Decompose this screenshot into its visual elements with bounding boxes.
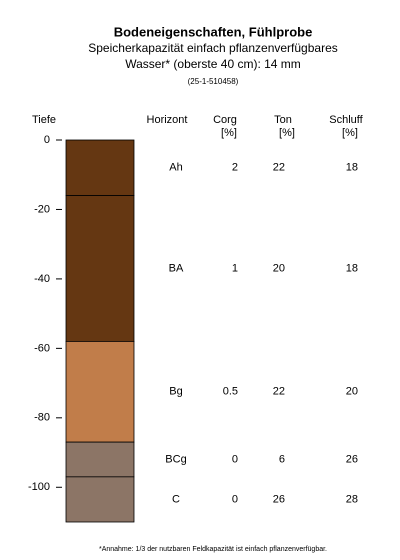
chart-title: Bodeneigenschaften, Fühlprobe <box>114 24 313 39</box>
column-header: Corg <box>213 114 237 126</box>
subtitle: Speicherkapazität einfach pflanzenverfüg… <box>88 41 338 55</box>
layer-value: 18 <box>346 162 358 174</box>
soil-layer <box>65 441 135 478</box>
soil-layer <box>65 195 135 342</box>
horizon-label: Ah <box>169 162 182 174</box>
soil-layer <box>65 139 135 196</box>
layer-value: 26 <box>273 493 285 505</box>
footnote: *Annahme: 1/3 der nutzbaren Feldkapazitä… <box>99 546 327 553</box>
layer-value: 6 <box>279 453 285 465</box>
y-tick-label: -60 <box>34 342 50 354</box>
layer-value: 26 <box>346 453 358 465</box>
column-unit: [%] <box>279 127 295 139</box>
column-unit: [%] <box>221 127 237 139</box>
layer-value: 20 <box>273 262 285 274</box>
horizon-label: Bg <box>169 386 182 398</box>
y-tick-label: -40 <box>34 273 50 285</box>
column-header: Schluff <box>329 114 363 126</box>
subtitle: Wasser* (oberste 40 cm): 14 mm <box>125 57 301 71</box>
horizon-label: BA <box>169 262 184 274</box>
y-tick-label: -20 <box>34 203 50 215</box>
layer-value: 1 <box>232 262 238 274</box>
layer-value: 0.5 <box>223 386 238 398</box>
column-unit: [%] <box>342 127 358 139</box>
y-tick-label: -80 <box>34 412 50 424</box>
y-tick-label: 0 <box>44 134 50 146</box>
soil-layer <box>65 476 135 523</box>
layer-value: 0 <box>232 453 238 465</box>
column-header: Ton <box>274 114 292 126</box>
layer-value: 22 <box>273 386 285 398</box>
y-axis-label: Tiefe <box>32 114 56 126</box>
soil-layer <box>65 341 135 443</box>
layer-value: 22 <box>273 162 285 174</box>
layer-value: 20 <box>346 386 358 398</box>
profile-id: (25-1-510458) <box>188 77 239 86</box>
layer-value: 2 <box>232 162 238 174</box>
horizon-label: BCg <box>165 453 186 465</box>
horizon-label: C <box>172 493 180 505</box>
y-tick-label: -100 <box>28 481 50 493</box>
layer-value: 28 <box>346 493 358 505</box>
layer-value: 0 <box>232 493 238 505</box>
layer-value: 18 <box>346 262 358 274</box>
column-header: Horizont <box>147 114 188 126</box>
